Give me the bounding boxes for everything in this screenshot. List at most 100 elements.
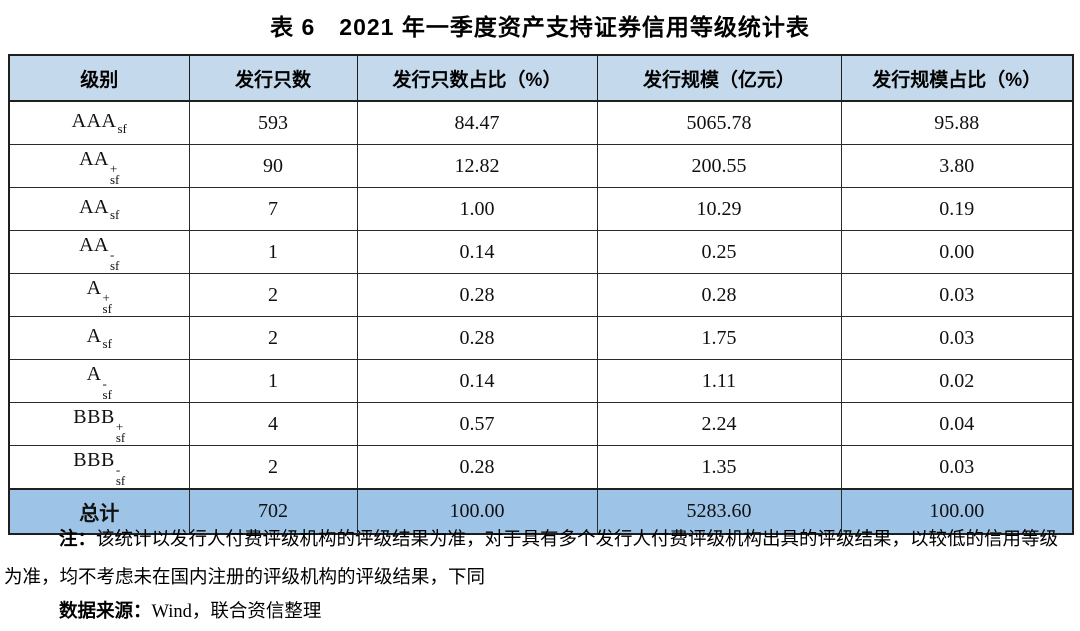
value-cell: 0.00 <box>840 230 1074 274</box>
rating-subscript: sf <box>102 300 112 316</box>
rating-cell: AA - sf <box>8 230 190 274</box>
credit-rating-table: 级别 发行只数 发行只数占比（%） 发行规模（亿元） 发行规模占比（%） AAAsf 59… <box>8 54 1074 535</box>
rating-cell: A - sf <box>8 359 190 403</box>
rating-superscript: - <box>110 246 115 262</box>
rating-subscript: sf <box>110 171 120 187</box>
rating-cell: A + sf <box>8 273 190 317</box>
total-value-cell: 5283.60 <box>596 488 842 535</box>
column-header: 发行只数 <box>188 54 358 102</box>
column-header: 发行规模占比（%） <box>840 54 1074 102</box>
rating-base: AAA <box>71 109 117 132</box>
value-cell: 0.28 <box>356 445 598 490</box>
rating-base: A <box>86 276 102 299</box>
value-cell: 1.75 <box>596 316 842 360</box>
table-row: AA + sf 90 12.82 200.55 3.80 <box>8 144 1074 188</box>
table-header-row: 级别 发行只数 发行只数占比（%） 发行规模（亿元） 发行规模占比（%） <box>8 54 1074 102</box>
value-cell: 7 <box>188 187 358 231</box>
rating-base: BBB <box>73 405 115 428</box>
value-cell: 0.57 <box>356 402 598 446</box>
rating-base: AA <box>79 233 109 256</box>
value-cell: 0.14 <box>356 359 598 403</box>
value-cell: 0.02 <box>840 359 1074 403</box>
rating-subscript: sf <box>110 206 120 222</box>
rating-superscript: + <box>102 289 110 305</box>
rating-scripts: - sf <box>102 375 112 402</box>
rating-base: AA <box>79 195 109 218</box>
column-header: 发行只数占比（%） <box>356 54 598 102</box>
rating-scripts: + sf <box>115 418 126 445</box>
table-row: AA - sf 1 0.14 0.25 0.00 <box>8 230 1074 274</box>
table-row: A + sf 2 0.28 0.28 0.03 <box>8 273 1074 317</box>
value-cell: 593 <box>188 100 358 145</box>
table-note: 注：该统计以发行人付费评级机构的评级结果为准，对于具有多个发行人付费评级机构出具… <box>0 521 1080 597</box>
value-cell: 4 <box>188 402 358 446</box>
rating-scripts: + sf <box>102 289 112 316</box>
column-header: 级别 <box>8 54 190 102</box>
rating-scripts: + sf <box>110 160 120 187</box>
value-cell: 2 <box>188 273 358 317</box>
table-row: Asf 2 0.28 1.75 0.03 <box>8 316 1074 360</box>
value-cell: 5065.78 <box>596 100 842 145</box>
rating-superscript: + <box>115 418 124 434</box>
value-cell: 200.55 <box>596 144 842 188</box>
value-cell: 0.28 <box>356 316 598 360</box>
rating-subscript: sf <box>102 335 112 351</box>
total-value-cell: 702 <box>188 488 358 535</box>
note-label: 注： <box>59 530 97 550</box>
rating-superscript: + <box>110 160 118 176</box>
value-cell: 0.19 <box>840 187 1074 231</box>
data-source-text: Wind，联合资信整理 <box>151 602 322 622</box>
rating-cell: AAAsf <box>8 100 190 145</box>
value-cell: 95.88 <box>840 100 1074 145</box>
value-cell: 1.11 <box>596 359 842 403</box>
rating-base: AA <box>79 147 109 170</box>
rating-cell: AA + sf <box>8 144 190 188</box>
total-label-cell: 总计 <box>8 488 190 535</box>
value-cell: 90 <box>188 144 358 188</box>
value-cell: 2 <box>188 445 358 490</box>
value-cell: 12.82 <box>356 144 598 188</box>
table-title: 表 6 2021 年一季度资产支持证券信用等级统计表 <box>270 14 810 40</box>
table-row: A - sf 1 0.14 1.11 0.02 <box>8 359 1074 403</box>
value-cell: 0.03 <box>840 316 1074 360</box>
value-cell: 0.28 <box>596 273 842 317</box>
value-cell: 0.14 <box>356 230 598 274</box>
value-cell: 0.03 <box>840 445 1074 490</box>
total-row: 总计 702 100.00 5283.60 100.00 <box>8 488 1074 535</box>
table-row: AAAsf 593 84.47 5065.78 95.88 <box>8 100 1074 145</box>
rating-base: A <box>86 324 102 347</box>
column-header: 发行规模（亿元） <box>596 54 842 102</box>
rating-cell: AAsf <box>8 187 190 231</box>
rating-scripts: - sf <box>115 461 126 488</box>
table-row: AAsf 7 1.00 10.29 0.19 <box>8 187 1074 231</box>
rating-cell: BBB - sf <box>8 445 190 490</box>
rating-cell: BBB + sf <box>8 402 190 446</box>
value-cell: 1.00 <box>356 187 598 231</box>
value-cell: 1 <box>188 230 358 274</box>
rating-subscript: sf <box>115 472 126 488</box>
value-cell: 10.29 <box>596 187 842 231</box>
data-source: 数据来源：Wind，联合资信整理 <box>0 597 1080 627</box>
rating-base: A <box>86 362 102 385</box>
rating-scripts: - sf <box>110 246 120 273</box>
value-cell: 0.25 <box>596 230 842 274</box>
total-value-cell: 100.00 <box>840 488 1074 535</box>
rating-superscript: - <box>102 375 107 391</box>
rating-subscript: sf <box>117 120 127 136</box>
table-row: BBB + sf 4 0.57 2.24 0.04 <box>8 402 1074 446</box>
rating-subscript: sf <box>115 429 126 445</box>
rating-cell: Asf <box>8 316 190 360</box>
total-value-cell: 100.00 <box>356 488 598 535</box>
table-row: BBB - sf 2 0.28 1.35 0.03 <box>8 445 1074 490</box>
value-cell: 3.80 <box>840 144 1074 188</box>
value-cell: 0.03 <box>840 273 1074 317</box>
rating-superscript: - <box>115 461 121 477</box>
value-cell: 84.47 <box>356 100 598 145</box>
value-cell: 0.28 <box>356 273 598 317</box>
value-cell: 1 <box>188 359 358 403</box>
value-cell: 2 <box>188 316 358 360</box>
rating-subscript: sf <box>110 257 120 273</box>
rating-base: BBB <box>73 448 115 471</box>
rating-subscript: sf <box>102 386 112 402</box>
